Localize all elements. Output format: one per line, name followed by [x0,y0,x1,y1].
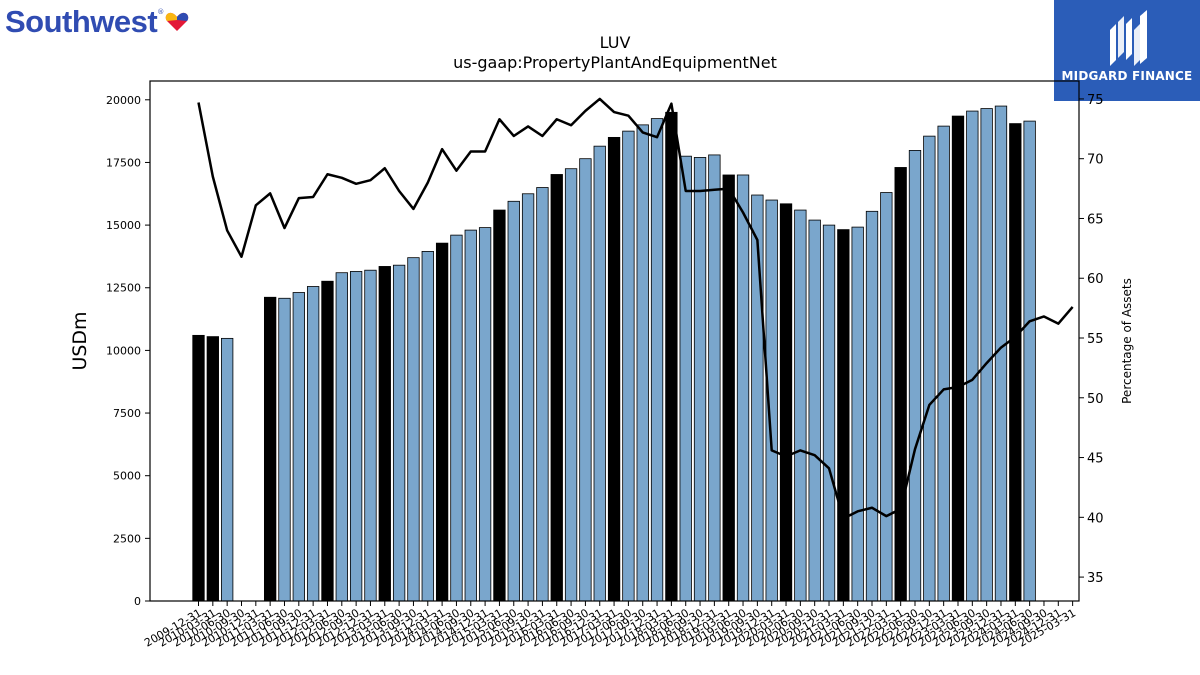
bar [392,264,406,602]
southwest-logo-text: Southwest [5,4,158,39]
bar [822,224,836,602]
bar [966,110,979,602]
bar [192,334,205,602]
y-tick-label: 12500 [106,282,141,295]
bar [335,272,348,602]
y-tick-label: 10000 [106,344,141,357]
bar [851,226,864,602]
bar [1023,120,1036,602]
bar [378,266,391,602]
midgard-emblem-icon [1110,10,1147,66]
y-tick-label: 15000 [106,219,141,232]
bar [923,135,936,602]
bar [306,286,320,602]
bar [894,167,907,602]
bar [550,174,563,602]
bar [607,136,621,602]
bar [321,280,334,602]
y-tick-label: 20000 [106,94,141,107]
bar [593,145,606,602]
bar [837,229,850,602]
bar [421,251,434,602]
bar [951,115,965,602]
bar [937,125,950,602]
bar [665,111,678,602]
y-axis-right: 35 40 45 50 55 60 65 70 75 [1079,93,1104,586]
y2-tick-label: 55 [1087,332,1104,347]
bar [450,234,463,602]
bar [908,150,922,602]
y-tick-label: 7500 [113,407,141,420]
bar [636,124,649,602]
bar [650,118,664,602]
y2-tick-label: 45 [1087,452,1104,467]
midgard-finance-logo: MIDGARD FINANCE [1054,0,1200,101]
bar [206,336,219,602]
bar [794,209,807,602]
y-tick-label: 2500 [113,532,141,545]
bar [278,297,291,602]
bar [808,219,821,602]
bar [622,130,635,602]
percentage-of-assets-line [197,97,1074,520]
bar [708,154,721,602]
bar-series [192,105,1036,602]
y2-tick-label: 65 [1087,212,1104,227]
y2-tick-label: 40 [1087,511,1104,526]
bar [779,203,793,602]
chart-title: LUV [600,33,631,52]
bar [221,337,234,602]
bar [521,193,535,602]
bar [1009,123,1022,602]
bar [407,257,420,602]
bar [507,200,520,602]
heart-icon [166,12,189,31]
y2-tick-label: 60 [1087,272,1104,287]
y-tick-label: 17500 [106,156,141,169]
bar [493,209,506,602]
y2-axis-label: Percentage of Assets [1120,278,1134,404]
x-axis: 2009-12-312010-03-312010-06-302010-09-30… [142,601,1078,650]
chart-subtitle: us-gaap:PropertyPlantAndEquipmentNet [453,53,777,72]
registered-mark: ® [157,8,165,16]
y2-tick-label: 75 [1087,93,1104,108]
bar [478,227,492,602]
bar [679,155,692,602]
bar [865,210,879,602]
y-axis-left: 0 2500 5000 7500 10000 12500 15000 17500 20000 [106,94,150,608]
bar [464,229,477,602]
southwest-logo: Southwest ® [5,2,189,42]
bar [980,108,993,602]
bar [263,296,277,602]
y2-tick-label: 70 [1087,153,1104,168]
bar [693,157,707,602]
y-tick-label: 5000 [113,470,141,483]
bar [579,158,592,602]
y-axis-label: USDm [69,311,91,370]
bar [435,242,449,602]
y2-tick-label: 35 [1087,571,1104,586]
y2-tick-label: 50 [1087,392,1104,407]
bar [536,187,549,602]
y-tick-label: 0 [134,595,141,608]
bar [722,174,735,602]
bar [564,168,578,602]
bar [364,269,377,602]
bar [349,271,363,602]
bar [736,174,750,602]
bar [292,292,305,602]
bar [880,192,893,602]
midgard-finance-text: MIDGARD FINANCE [1061,69,1193,83]
